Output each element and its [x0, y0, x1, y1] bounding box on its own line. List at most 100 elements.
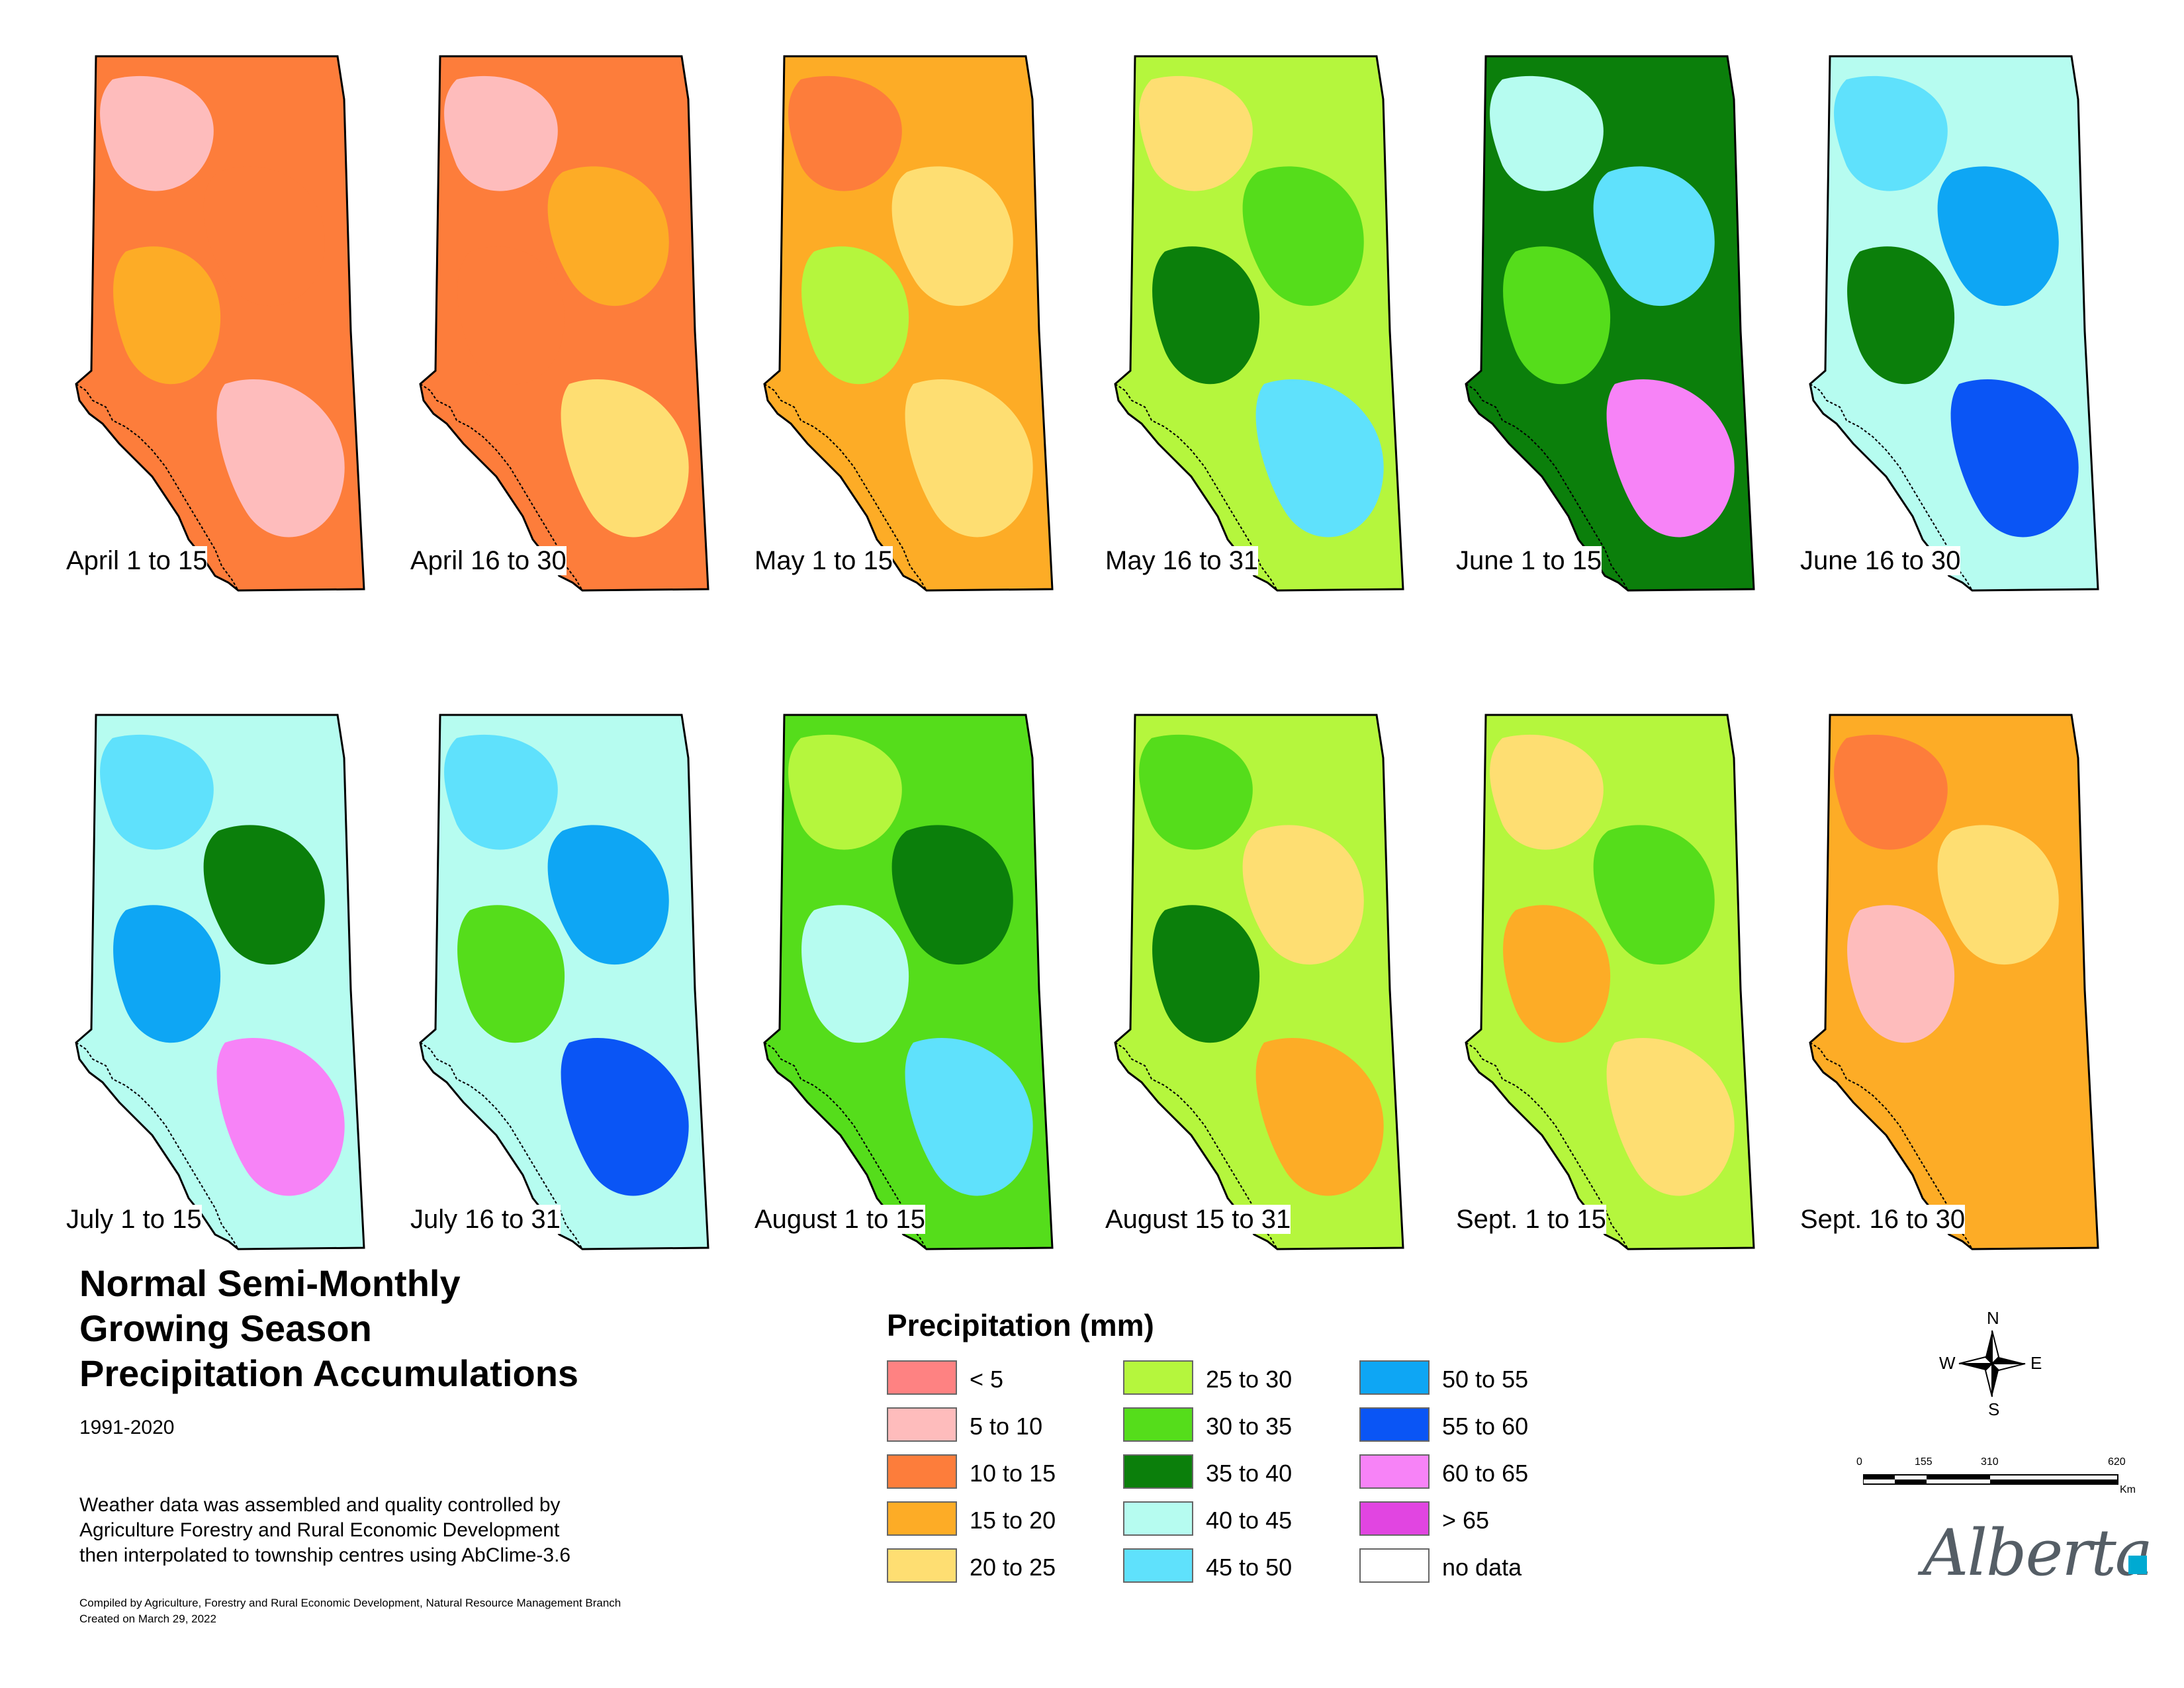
- precip-zone: [216, 379, 345, 538]
- legend-item: 45 to 50: [1123, 1548, 1342, 1585]
- border-line: [764, 383, 927, 591]
- map-period-label: June 16 to 30: [1800, 546, 1961, 575]
- alberta-logo-square: [2128, 1556, 2147, 1574]
- north-arrow: N S E W: [1933, 1308, 2052, 1423]
- legend-swatch: [887, 1454, 957, 1489]
- map-panel: June 1 to 15: [1456, 53, 1833, 596]
- credits: Compiled by Agriculture, Forestry and Ru…: [79, 1595, 621, 1627]
- province-outline: [1465, 714, 1755, 1250]
- map-period-label: April 16 to 30: [410, 546, 567, 575]
- map-period-label: August 1 to 15: [754, 1205, 925, 1234]
- legend-swatch: [887, 1407, 957, 1442]
- precip-zone: [547, 166, 669, 306]
- map-panel: April 16 to 30: [410, 53, 788, 596]
- legend-label: 60 to 65: [1442, 1460, 1529, 1487]
- precip-zone: [788, 75, 902, 191]
- description-line: Agriculture Forestry and Rural Economic …: [79, 1519, 560, 1541]
- precip-zone: [1937, 825, 2059, 965]
- border-line: [75, 383, 239, 591]
- description: Weather data was assembled and quality c…: [79, 1493, 570, 1568]
- legend-label: 30 to 35: [1206, 1413, 1293, 1440]
- legend-swatch: [1359, 1360, 1430, 1395]
- precip-zone: [1255, 379, 1384, 538]
- precip-zone: [100, 734, 214, 850]
- legend-swatch: [1123, 1501, 1193, 1536]
- precip-zone: [113, 246, 221, 385]
- precip-zone: [1152, 246, 1260, 385]
- legend-item: no data: [1359, 1548, 1578, 1585]
- border-line: [420, 1042, 583, 1250]
- precip-zone: [1606, 1037, 1735, 1196]
- precip-map: [1114, 55, 1404, 592]
- precip-zone: [113, 905, 221, 1043]
- precip-zone: [1593, 166, 1715, 306]
- legend-swatch: [1123, 1548, 1193, 1583]
- province-outline: [763, 714, 1054, 1250]
- legend-item: 50 to 55: [1359, 1360, 1578, 1397]
- precip-zone: [1242, 166, 1364, 306]
- scale-bar-graphic: [1863, 1474, 2118, 1485]
- map-panel: August 15 to 31: [1105, 712, 1482, 1254]
- precip-zone: [1847, 246, 1955, 385]
- border-line: [1465, 1042, 1629, 1250]
- scale-tick: 310: [1981, 1456, 1999, 1468]
- precip-zone: [1950, 1037, 2079, 1196]
- precip-map: [419, 55, 709, 592]
- legend-label: 35 to 40: [1206, 1460, 1293, 1487]
- legend-item: < 5: [887, 1360, 1105, 1397]
- province-outline: [1809, 55, 2099, 592]
- scale-tick: 0: [1856, 1456, 1862, 1468]
- map-period-label: July 16 to 31: [410, 1205, 561, 1234]
- legend-label: 25 to 30: [1206, 1366, 1293, 1393]
- legend-item: 40 to 45: [1123, 1501, 1342, 1538]
- precip-zone: [1139, 734, 1253, 850]
- legend-swatch: [887, 1360, 957, 1395]
- map-title: Normal Semi-Monthly Growing Season Preci…: [79, 1261, 578, 1396]
- legend-label: 45 to 50: [1206, 1554, 1293, 1581]
- legend-item: > 65: [1359, 1501, 1578, 1538]
- map-panel-grid: April 1 to 15 April 16 to 30 May 1 to 15 Ma…: [66, 53, 2177, 1254]
- legend-swatch: [1359, 1548, 1430, 1583]
- precip-map: [1114, 714, 1404, 1250]
- precip-zone: [1593, 825, 1715, 965]
- map-panel: Sept. 1 to 15: [1456, 712, 1833, 1254]
- period-text: 1991-2020: [79, 1417, 175, 1438]
- province-outline: [1809, 714, 2099, 1250]
- legend-item: 10 to 15: [887, 1454, 1105, 1491]
- precip-zone: [1834, 734, 1948, 850]
- legend-swatch: [1359, 1407, 1430, 1442]
- precip-zone: [1950, 379, 2079, 538]
- compass-w: W: [1939, 1353, 1956, 1373]
- precip-zone: [891, 166, 1013, 306]
- province-outline: [419, 714, 709, 1250]
- precip-zone: [905, 379, 1033, 538]
- description-line: Weather data was assembled and quality c…: [79, 1494, 561, 1516]
- precip-zone: [561, 379, 689, 538]
- map-panel: Sept. 16 to 30: [1800, 712, 2177, 1254]
- precip-zone: [203, 825, 325, 965]
- map-panel: May 1 to 15: [754, 53, 1132, 596]
- legend-item: 20 to 25: [887, 1548, 1105, 1585]
- map-panel: June 16 to 30: [1800, 53, 2177, 596]
- scale-tick: 155: [1915, 1456, 1933, 1468]
- precip-map: [75, 55, 365, 592]
- legend-item: 55 to 60: [1359, 1407, 1578, 1444]
- precip-zone: [444, 734, 558, 850]
- precip-zone: [444, 75, 558, 191]
- title-line: Normal Semi-Monthly: [79, 1262, 461, 1304]
- province-outline: [75, 714, 365, 1250]
- map-panel: August 1 to 15: [754, 712, 1132, 1254]
- scale-tick: 620: [2108, 1456, 2126, 1468]
- legend-swatch: [887, 1548, 957, 1583]
- legend-label: 10 to 15: [970, 1460, 1056, 1487]
- precip-zone: [547, 825, 669, 965]
- legend-item: 30 to 35: [1123, 1407, 1342, 1444]
- compass-s: S: [1988, 1399, 2000, 1419]
- precip-zone: [1937, 166, 2059, 306]
- precip-map: [1465, 55, 1755, 592]
- map-panel: April 1 to 15: [66, 53, 443, 596]
- precip-zone: [100, 75, 214, 191]
- precip-map: [763, 55, 1054, 592]
- legend-item: 25 to 30: [1123, 1360, 1342, 1397]
- legend-label: 40 to 45: [1206, 1507, 1293, 1534]
